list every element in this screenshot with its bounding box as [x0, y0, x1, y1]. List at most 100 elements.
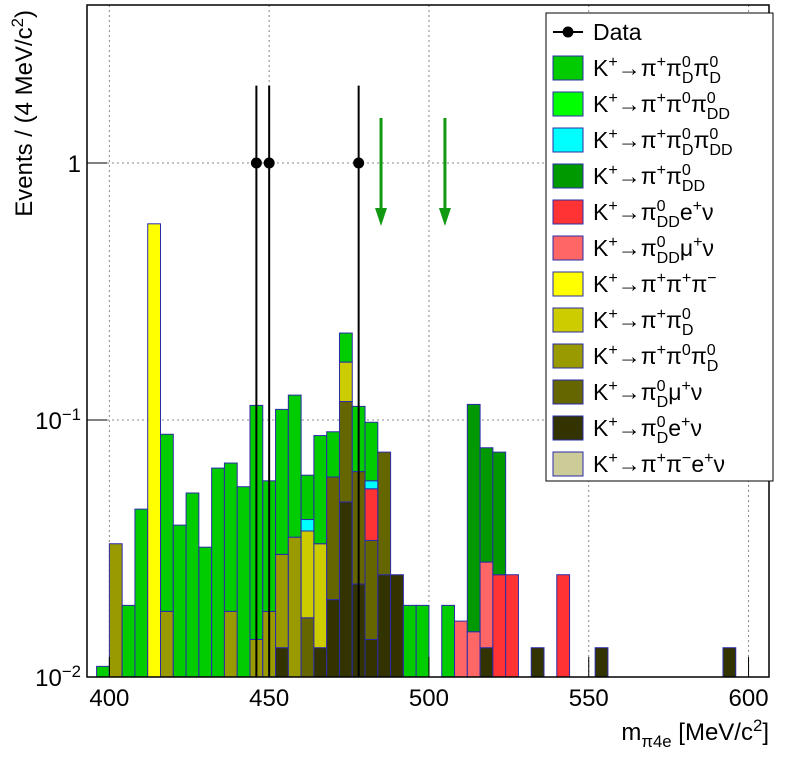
text-part: 0 [682, 53, 691, 71]
text-part: 0 [707, 341, 716, 359]
text-part: 1 [68, 151, 81, 178]
histogram-bar [275, 553, 289, 649]
data-point [263, 157, 275, 169]
histogram-bar [326, 431, 340, 478]
text-part: π [691, 343, 707, 369]
text-part: 400 [89, 685, 129, 712]
text-part: π [694, 55, 710, 81]
text-part: D [709, 69, 721, 87]
text-part: π [694, 127, 710, 153]
text-part: 2 [753, 716, 762, 735]
text-part: π [666, 343, 682, 369]
text-part: →π [618, 55, 657, 81]
y-tick-label: 10−1 [35, 405, 81, 435]
histogram-bar [479, 561, 494, 649]
text-part: + [608, 341, 617, 359]
legend-swatch [552, 127, 584, 153]
text-part: + [693, 233, 702, 251]
text-part: π [666, 163, 682, 189]
text-part: D [707, 357, 719, 375]
x-tick-label: 450 [249, 685, 289, 712]
histogram-bar [300, 530, 315, 619]
legend-label: K+→π+π+π− [593, 269, 717, 297]
legend-swatch [552, 307, 584, 333]
text-part: →π [618, 415, 657, 441]
x-axis-title: mπ4e [MeV/c2] [621, 716, 769, 751]
text-part: + [657, 161, 666, 179]
histogram-bar [402, 604, 417, 678]
text-part: 550 [569, 685, 609, 712]
histogram-bar [454, 620, 468, 678]
histogram-bar [147, 223, 162, 678]
text-part: π [666, 451, 682, 477]
legend-swatch [552, 343, 584, 369]
histogram-bar [530, 647, 545, 678]
text-part: + [608, 413, 617, 431]
histogram-bar [287, 394, 302, 538]
text-part: ν [690, 415, 702, 441]
text-part: 0 [709, 125, 718, 143]
y-axis-title: Events / (4 MeV/c2) [8, 10, 38, 217]
histogram-bar [160, 610, 174, 678]
text-part: + [704, 449, 713, 467]
legend-marker [562, 26, 574, 38]
histogram-bar [466, 631, 481, 678]
text-part: 10 [35, 665, 62, 692]
histogram-bar [275, 408, 289, 555]
text-part: μ [668, 379, 681, 405]
text-part: 0 [657, 413, 666, 431]
legend-swatch [552, 379, 584, 405]
text-part: D [657, 393, 669, 411]
text-part: − [682, 449, 691, 467]
text-part: ν [714, 451, 726, 477]
legend-label: Data [593, 19, 642, 45]
legend-swatch [552, 271, 584, 297]
histogram-bar [287, 536, 302, 678]
histogram-bar [377, 574, 392, 678]
text-part: 0 [657, 377, 666, 395]
legend-label: K+→π+π0π0 DD [593, 89, 730, 123]
histogram-bar [108, 543, 123, 678]
text-part: π4e [641, 732, 671, 751]
text-part: + [608, 89, 617, 107]
x-tick-label: 550 [569, 685, 609, 712]
text-part: 0 [707, 89, 716, 107]
text-part: + [657, 125, 666, 143]
histogram-bar [492, 574, 507, 678]
text-part: 0 [682, 341, 691, 359]
text-part: 0 [682, 89, 691, 107]
histogram-bar [415, 604, 430, 678]
text-part: K [593, 55, 609, 81]
cut-arrow-head [438, 208, 451, 226]
text-part: 0 [657, 233, 666, 251]
legend-label: K+→π+π0 D [593, 305, 694, 339]
histogram-bar [479, 447, 494, 563]
cut-arrow-head [375, 208, 388, 226]
legend-label: K+→π0 DDμ+ν [593, 233, 714, 267]
text-part: →π [618, 163, 657, 189]
text-part: + [682, 269, 691, 287]
text-part: + [608, 377, 617, 395]
text-part: →π [618, 199, 657, 225]
text-part: [MeV/c [672, 719, 753, 746]
legend-swatch [552, 91, 584, 117]
histogram-bar [300, 474, 315, 521]
histogram-bar [441, 604, 456, 678]
histogram-bar [390, 574, 404, 678]
text-part: DD [709, 141, 732, 159]
text-part: K [593, 163, 609, 189]
histogram-bar [160, 433, 174, 612]
x-tick-label: 500 [409, 685, 449, 712]
legend-swatch [552, 199, 584, 225]
text-part: + [608, 449, 617, 467]
histogram-bar [275, 647, 289, 678]
text-part: ] [762, 719, 769, 746]
overlay [250, 85, 451, 677]
legend-box [545, 12, 774, 482]
legend-label: K+→π0 Dμ+ν [593, 377, 702, 411]
histogram-bar [505, 574, 519, 678]
legend-swatch [552, 415, 584, 441]
histogram-bar [722, 647, 737, 678]
